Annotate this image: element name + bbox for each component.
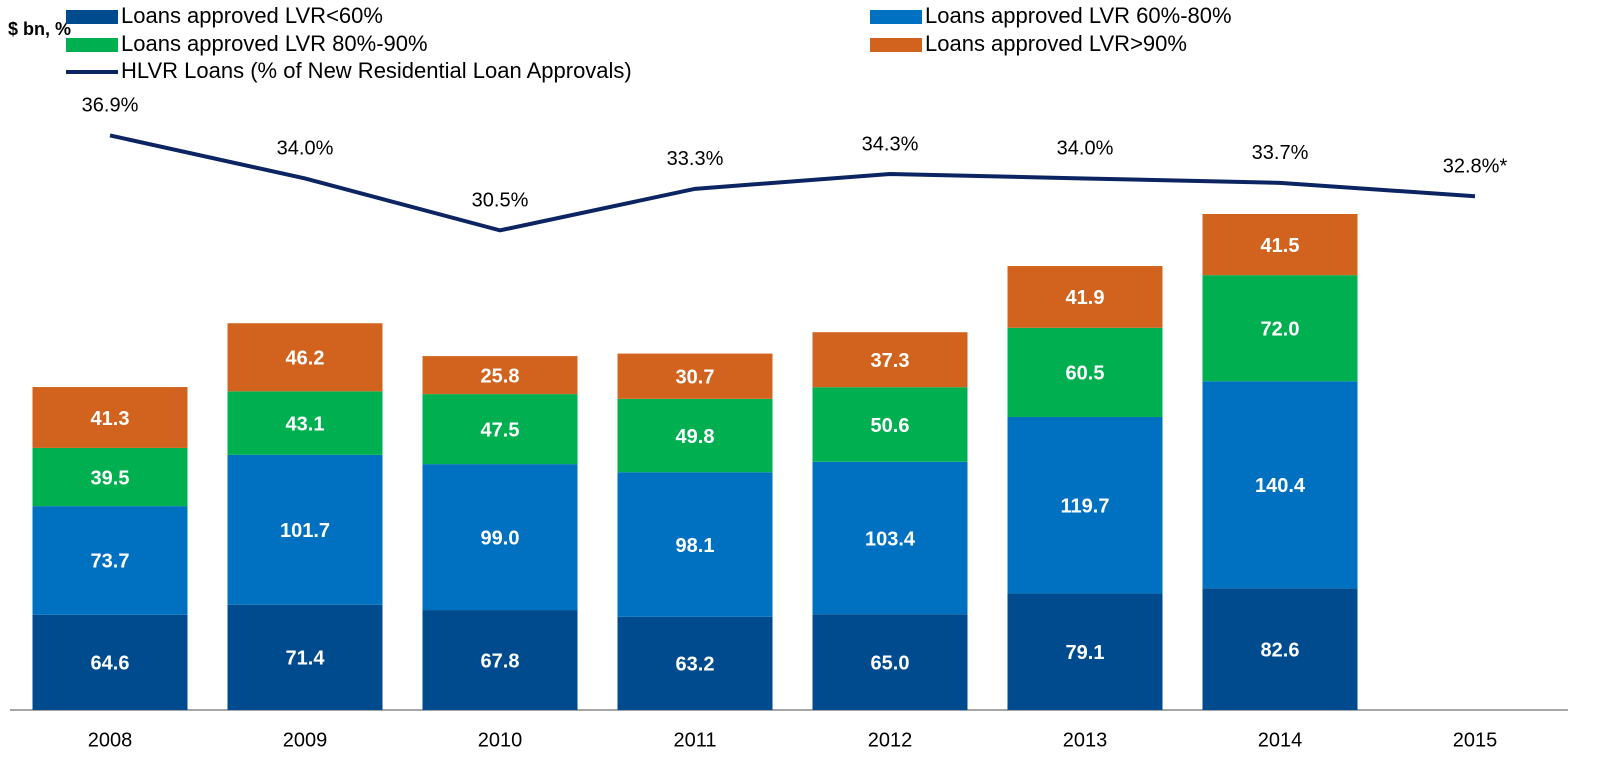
x-tick-label: 2011 (673, 729, 716, 751)
legend-label: HLVR Loans (% of New Residential Loan Ap… (121, 58, 632, 83)
legend-marker (870, 10, 922, 24)
line-label: 34.0% (1057, 138, 1114, 160)
bar-label: 73.7 (91, 551, 130, 573)
bar-label: 79.1 (1066, 642, 1105, 664)
bar-segment (32, 614, 188, 710)
bar-segment (227, 604, 383, 710)
bar-label: 99.0 (481, 527, 520, 549)
x-tick-label: 2010 (478, 729, 523, 751)
bar-label: 39.5 (91, 467, 130, 489)
bar-label: 47.5 (481, 419, 520, 441)
bar-label: 50.6 (871, 415, 910, 437)
x-tick-label: 2014 (1258, 729, 1303, 751)
bar-label: 140.4 (1255, 475, 1306, 497)
y-label: $ bn, % (8, 19, 71, 39)
x-tick-label: 2013 (1063, 729, 1108, 751)
bar-label: 37.3 (871, 350, 910, 372)
line-label: 33.7% (1252, 142, 1309, 164)
bar-label: 25.8 (481, 365, 520, 387)
bar-label: 67.8 (481, 650, 520, 672)
bar-label: 41.3 (91, 408, 130, 430)
bar-segment (617, 616, 773, 710)
bar-label: 64.6 (91, 653, 130, 675)
bar-segment (422, 394, 578, 465)
bar-label: 65.0 (871, 652, 910, 674)
line-label: 34.3% (862, 133, 919, 155)
bar-label: 119.7 (1061, 495, 1110, 517)
legend-marker (66, 10, 118, 24)
bar-segment (32, 447, 188, 507)
bar-segment (1202, 588, 1358, 710)
bar-segment (32, 387, 188, 448)
bar-segment (617, 353, 773, 399)
bar-segment (812, 461, 968, 615)
bar-segment (812, 387, 968, 462)
line-label: 36.9% (82, 95, 139, 117)
bar-label: 103.4 (865, 528, 916, 550)
bar-label: 41.5 (1261, 235, 1300, 257)
bar-segment (1007, 327, 1163, 417)
bar-segment (1007, 593, 1163, 710)
bar-segment (1202, 213, 1358, 276)
bar-label: 72.0 (1261, 319, 1300, 341)
bar-label: 60.5 (1066, 363, 1105, 385)
bar-segment (1007, 266, 1163, 328)
bar-label: 98.1 (676, 535, 715, 557)
bar-label: 49.8 (676, 426, 715, 448)
x-tick-label: 2009 (283, 729, 328, 751)
line-label: 32.8%* (1443, 156, 1508, 178)
line-label: 33.3% (667, 148, 724, 170)
bar-segment (422, 610, 578, 710)
x-tick-label: 2012 (868, 729, 913, 751)
line-label: 30.5% (472, 190, 529, 212)
bar-label: 63.2 (676, 654, 715, 676)
bar-segment (617, 398, 773, 473)
bar-segment (422, 356, 578, 395)
bar-segment (227, 323, 383, 392)
bar-segment (617, 472, 773, 617)
bar-label: 41.9 (1066, 287, 1105, 309)
bar-segment (1202, 275, 1358, 382)
bar-segment (1007, 416, 1163, 594)
line-label: 34.0% (277, 138, 334, 160)
legend-label: Loans approved LVR 80%-90% (121, 31, 428, 56)
bar-label: 101.7 (280, 520, 330, 542)
x-tick-label: 2015 (1453, 729, 1498, 751)
bar-segment (812, 332, 968, 388)
bar-label: 30.7 (676, 366, 715, 388)
legend-marker (870, 38, 922, 52)
bar-label: 82.6 (1261, 639, 1300, 661)
legend-marker (66, 38, 118, 52)
x-tick-label: 2008 (88, 729, 133, 751)
line (109, 133, 1476, 233)
bar-segment (227, 454, 383, 605)
legend-label: Loans approved LVR 60%-80% (925, 3, 1232, 28)
bar-segment (227, 391, 383, 455)
bar-segment (32, 506, 188, 615)
bar-segment (1202, 381, 1358, 589)
bar-label: 71.4 (286, 648, 326, 670)
bar-segment (812, 614, 968, 710)
bar-segment (422, 464, 578, 611)
legend-label: Loans approved LVR<60% (121, 3, 383, 28)
bar-label: 46.2 (286, 348, 325, 370)
legend-label: Loans approved LVR>90% (925, 31, 1187, 56)
bar-label: 43.1 (286, 413, 325, 435)
